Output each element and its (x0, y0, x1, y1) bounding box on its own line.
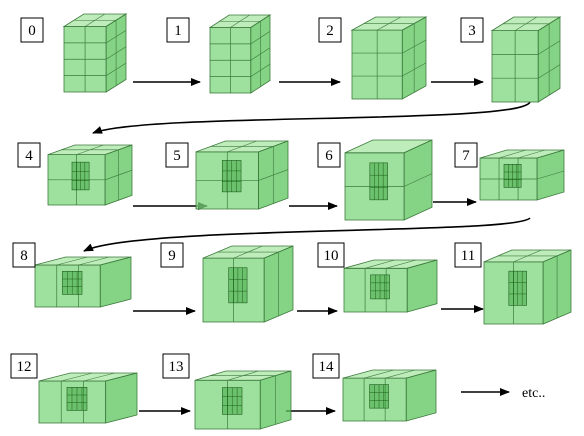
step-number: 5 (173, 148, 181, 164)
step-label-box: 5 (165, 142, 189, 168)
octree-step-10 (343, 259, 438, 313)
row-wrap-arrow (92, 101, 531, 134)
step-label-box: 3 (460, 17, 484, 43)
step-number: 14 (319, 359, 335, 375)
octree-step-8 (34, 256, 132, 308)
step-label-box: 6 (317, 142, 341, 168)
step-label-box: 14 (312, 353, 340, 379)
octree-step-2 (350, 16, 428, 100)
octree-step-7 (479, 149, 565, 201)
step-number: 9 (168, 248, 176, 264)
step-number: 10 (324, 248, 339, 264)
step-number: 3 (468, 23, 476, 39)
step-label-box: 1 (166, 17, 190, 43)
step-label-box: 8 (12, 242, 36, 268)
step-label-box: 4 (17, 142, 41, 168)
step-number: 1 (174, 23, 182, 39)
octree-step-4 (47, 144, 133, 206)
step-label-box: 2 (318, 17, 342, 43)
step-label-box: 0 (20, 17, 44, 43)
octree-step-9 (202, 245, 294, 323)
step-number: 4 (25, 148, 33, 164)
octree-step-11 (483, 249, 572, 325)
step-number: 6 (325, 148, 333, 164)
step-number: 0 (28, 23, 36, 39)
objects-layer (34, 13, 572, 430)
step-number: 12 (17, 359, 32, 375)
step-number: 2 (326, 23, 334, 39)
octree-step-1 (208, 14, 272, 94)
step-label-box: 9 (160, 242, 184, 268)
step-label-box: 10 (317, 242, 345, 268)
step-label-box: 11 (454, 242, 482, 268)
octree-step-0 (62, 13, 128, 93)
step-number: 7 (462, 148, 470, 164)
octree-step-14 (342, 369, 437, 422)
step-label-box: 7 (454, 142, 478, 168)
etc-label: etc.. (522, 386, 545, 401)
step-label-box: 13 (162, 353, 190, 379)
step-label-box: 12 (10, 353, 38, 379)
step-number: 13 (169, 359, 184, 375)
octree-step-6 (344, 139, 433, 221)
octree-step-3 (490, 16, 562, 103)
row-wrap-arrow (83, 217, 531, 252)
octree-step-5 (195, 140, 289, 210)
octree-step-12 (38, 372, 138, 424)
step-number: 8 (20, 248, 28, 264)
octree-step-13 (194, 370, 292, 430)
step-number: 11 (461, 248, 475, 264)
arrows-layer (83, 78, 531, 415)
